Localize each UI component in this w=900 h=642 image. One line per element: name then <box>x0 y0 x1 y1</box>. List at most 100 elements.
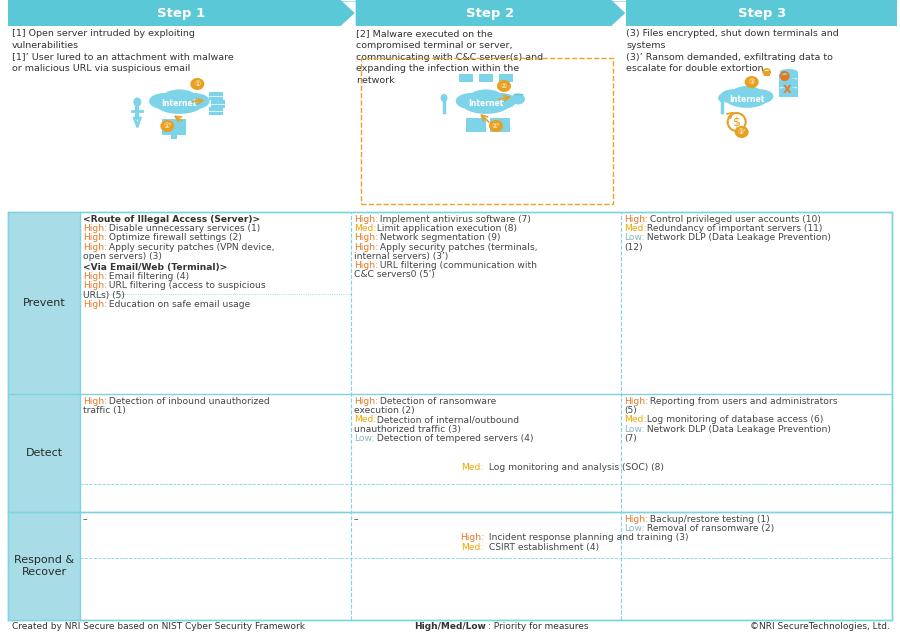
Text: High:: High: <box>625 515 649 524</box>
Ellipse shape <box>455 93 486 109</box>
Text: Low:: Low: <box>354 434 374 443</box>
Text: Network DLP (Data Leakage Prevention): Network DLP (Data Leakage Prevention) <box>644 424 832 433</box>
Text: Created by NRI Secure based on NIST Cyber Security Framework: Created by NRI Secure based on NIST Cybe… <box>12 622 305 631</box>
Text: Network segmentation (9): Network segmentation (9) <box>377 234 500 243</box>
Text: High:: High: <box>354 261 378 270</box>
Text: Control privileged user accounts (10): Control privileged user accounts (10) <box>647 215 821 224</box>
Ellipse shape <box>511 94 525 105</box>
Ellipse shape <box>156 94 203 114</box>
Bar <box>779 81 797 87</box>
Bar <box>210 107 223 115</box>
Text: High:: High: <box>460 534 484 542</box>
Text: execution (2): execution (2) <box>354 406 414 415</box>
Text: Limit application execution (8): Limit application execution (8) <box>374 224 517 233</box>
Text: High:: High: <box>625 397 649 406</box>
Bar <box>490 118 510 132</box>
Text: Detection of tempered servers (4): Detection of tempered servers (4) <box>374 434 533 443</box>
Text: open servers) (3): open servers) (3) <box>83 252 162 261</box>
Text: High:: High: <box>354 243 378 252</box>
Text: High:: High: <box>83 281 107 290</box>
Text: ③': ③' <box>738 129 746 135</box>
Text: High:: High: <box>83 272 107 281</box>
Ellipse shape <box>469 89 503 106</box>
Text: Redundancy of important servers (11): Redundancy of important servers (11) <box>644 224 823 233</box>
Bar <box>171 135 177 139</box>
Bar <box>8 212 892 620</box>
Ellipse shape <box>725 90 768 108</box>
Ellipse shape <box>489 120 503 132</box>
Bar <box>764 71 770 76</box>
Text: Low:: Low: <box>625 525 644 534</box>
Text: $: $ <box>733 116 741 128</box>
Ellipse shape <box>463 94 509 114</box>
Text: <Via Email/Web (Terminal)>: <Via Email/Web (Terminal)> <box>83 263 227 272</box>
Text: ③: ③ <box>749 79 755 85</box>
Text: URL filtering (communication with: URL filtering (communication with <box>377 261 536 270</box>
Text: Email filtering (4): Email filtering (4) <box>106 272 189 281</box>
Bar <box>782 75 788 80</box>
Text: High:: High: <box>354 215 378 224</box>
Text: internal servers) (3’): internal servers) (3’) <box>354 252 448 261</box>
Text: Apply security patches (terminals,: Apply security patches (terminals, <box>377 243 537 252</box>
Polygon shape <box>8 0 355 26</box>
Text: Education on safe email usage: Education on safe email usage <box>106 300 250 309</box>
Ellipse shape <box>497 80 511 92</box>
Bar <box>479 74 493 82</box>
Text: URLs) (5): URLs) (5) <box>83 291 125 300</box>
Text: ①: ① <box>194 81 201 87</box>
Bar <box>779 90 797 96</box>
Ellipse shape <box>160 120 175 132</box>
Text: Step 1: Step 1 <box>158 6 205 19</box>
Ellipse shape <box>720 89 747 103</box>
Text: Network DLP (Data Leakage Prevention): Network DLP (Data Leakage Prevention) <box>644 234 832 243</box>
Bar <box>212 100 225 108</box>
Text: Med:: Med: <box>462 542 484 551</box>
Text: Removal of ransomware (2): Removal of ransomware (2) <box>644 525 775 534</box>
Text: High:: High: <box>83 397 107 406</box>
Ellipse shape <box>149 93 180 109</box>
Text: X: X <box>782 85 791 95</box>
Bar <box>361 58 613 204</box>
Text: ②: ② <box>501 83 507 89</box>
Text: Incident response planning and training (3): Incident response planning and training … <box>486 534 688 542</box>
Bar <box>499 74 513 82</box>
Bar <box>466 118 486 132</box>
Bar <box>8 212 80 394</box>
Text: <Route of Illegal Access (Server)>: <Route of Illegal Access (Server)> <box>83 215 260 224</box>
Text: Med:: Med: <box>462 464 484 473</box>
Text: Low:: Low: <box>625 424 644 433</box>
Text: Internet: Internet <box>729 94 764 103</box>
Text: unauthorized traffic (3): unauthorized traffic (3) <box>354 424 461 433</box>
Text: High/Med/Low: High/Med/Low <box>414 622 486 631</box>
Text: Detect: Detect <box>25 448 63 458</box>
Text: Med:: Med: <box>354 224 376 233</box>
Ellipse shape <box>779 87 797 93</box>
Text: Detection of ransomware: Detection of ransomware <box>377 397 496 406</box>
Ellipse shape <box>779 69 797 75</box>
Text: URL filtering (access to suspicious: URL filtering (access to suspicious <box>106 281 266 290</box>
Ellipse shape <box>440 94 447 102</box>
Ellipse shape <box>486 93 517 109</box>
Text: Internet: Internet <box>468 100 504 108</box>
Text: Reporting from users and administrators: Reporting from users and administrators <box>647 397 838 406</box>
Text: High:: High: <box>83 234 107 243</box>
Bar <box>779 72 797 78</box>
Text: High:: High: <box>83 243 107 252</box>
Text: Apply security patches (VPN device,: Apply security patches (VPN device, <box>106 243 274 252</box>
Bar <box>459 74 473 82</box>
Text: Step 3: Step 3 <box>737 6 786 19</box>
Text: Prevent: Prevent <box>22 298 66 308</box>
Text: High:: High: <box>625 215 649 224</box>
Text: ①': ①' <box>163 123 171 129</box>
Text: Detection of inbound unauthorized: Detection of inbound unauthorized <box>106 397 270 406</box>
Text: Low:: Low: <box>625 234 644 243</box>
Bar <box>8 394 80 512</box>
Text: [1] Open server intruded by exploiting
vulnerabilities
[1]’ User lured to an att: [1] Open server intruded by exploiting v… <box>12 29 234 73</box>
Text: Internet: Internet <box>162 100 197 108</box>
Text: (12): (12) <box>625 243 643 252</box>
Text: High:: High: <box>83 300 107 309</box>
Ellipse shape <box>190 78 204 90</box>
Text: Med:: Med: <box>625 224 647 233</box>
Text: Step 2: Step 2 <box>466 6 515 19</box>
Ellipse shape <box>744 76 759 88</box>
